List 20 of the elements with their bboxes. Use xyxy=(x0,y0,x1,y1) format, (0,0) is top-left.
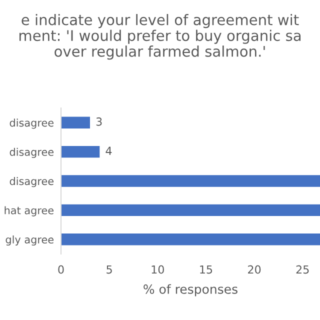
x-axis-title: % of responses xyxy=(144,284,238,296)
x-tick-label: 20 xyxy=(248,265,261,274)
x-tick-label: 10 xyxy=(152,265,164,274)
bar xyxy=(61,204,320,216)
y-tick-label: gly agree xyxy=(6,235,54,246)
y-tick-label: disagree xyxy=(10,118,54,129)
y-tick-label: hat agree xyxy=(4,206,54,216)
data-label: 4 xyxy=(106,146,112,155)
y-tick-label: disagree xyxy=(10,148,54,158)
data-label: 3 xyxy=(96,117,102,126)
bar xyxy=(61,116,90,128)
x-tick-label: 5 xyxy=(106,265,112,274)
chart-title: e indicate your level of agreement wit ment: 'I would prefer to buy organic sa over regular farmed salmon.' xyxy=(19,14,301,60)
x-tick-label: 0 xyxy=(58,265,64,274)
bar xyxy=(61,234,320,246)
bar xyxy=(61,146,100,158)
x-tick-label: 25 xyxy=(296,265,309,274)
x-tick-label: 15 xyxy=(200,265,212,274)
y-tick-label: disagree xyxy=(10,177,54,188)
bar xyxy=(61,175,320,187)
